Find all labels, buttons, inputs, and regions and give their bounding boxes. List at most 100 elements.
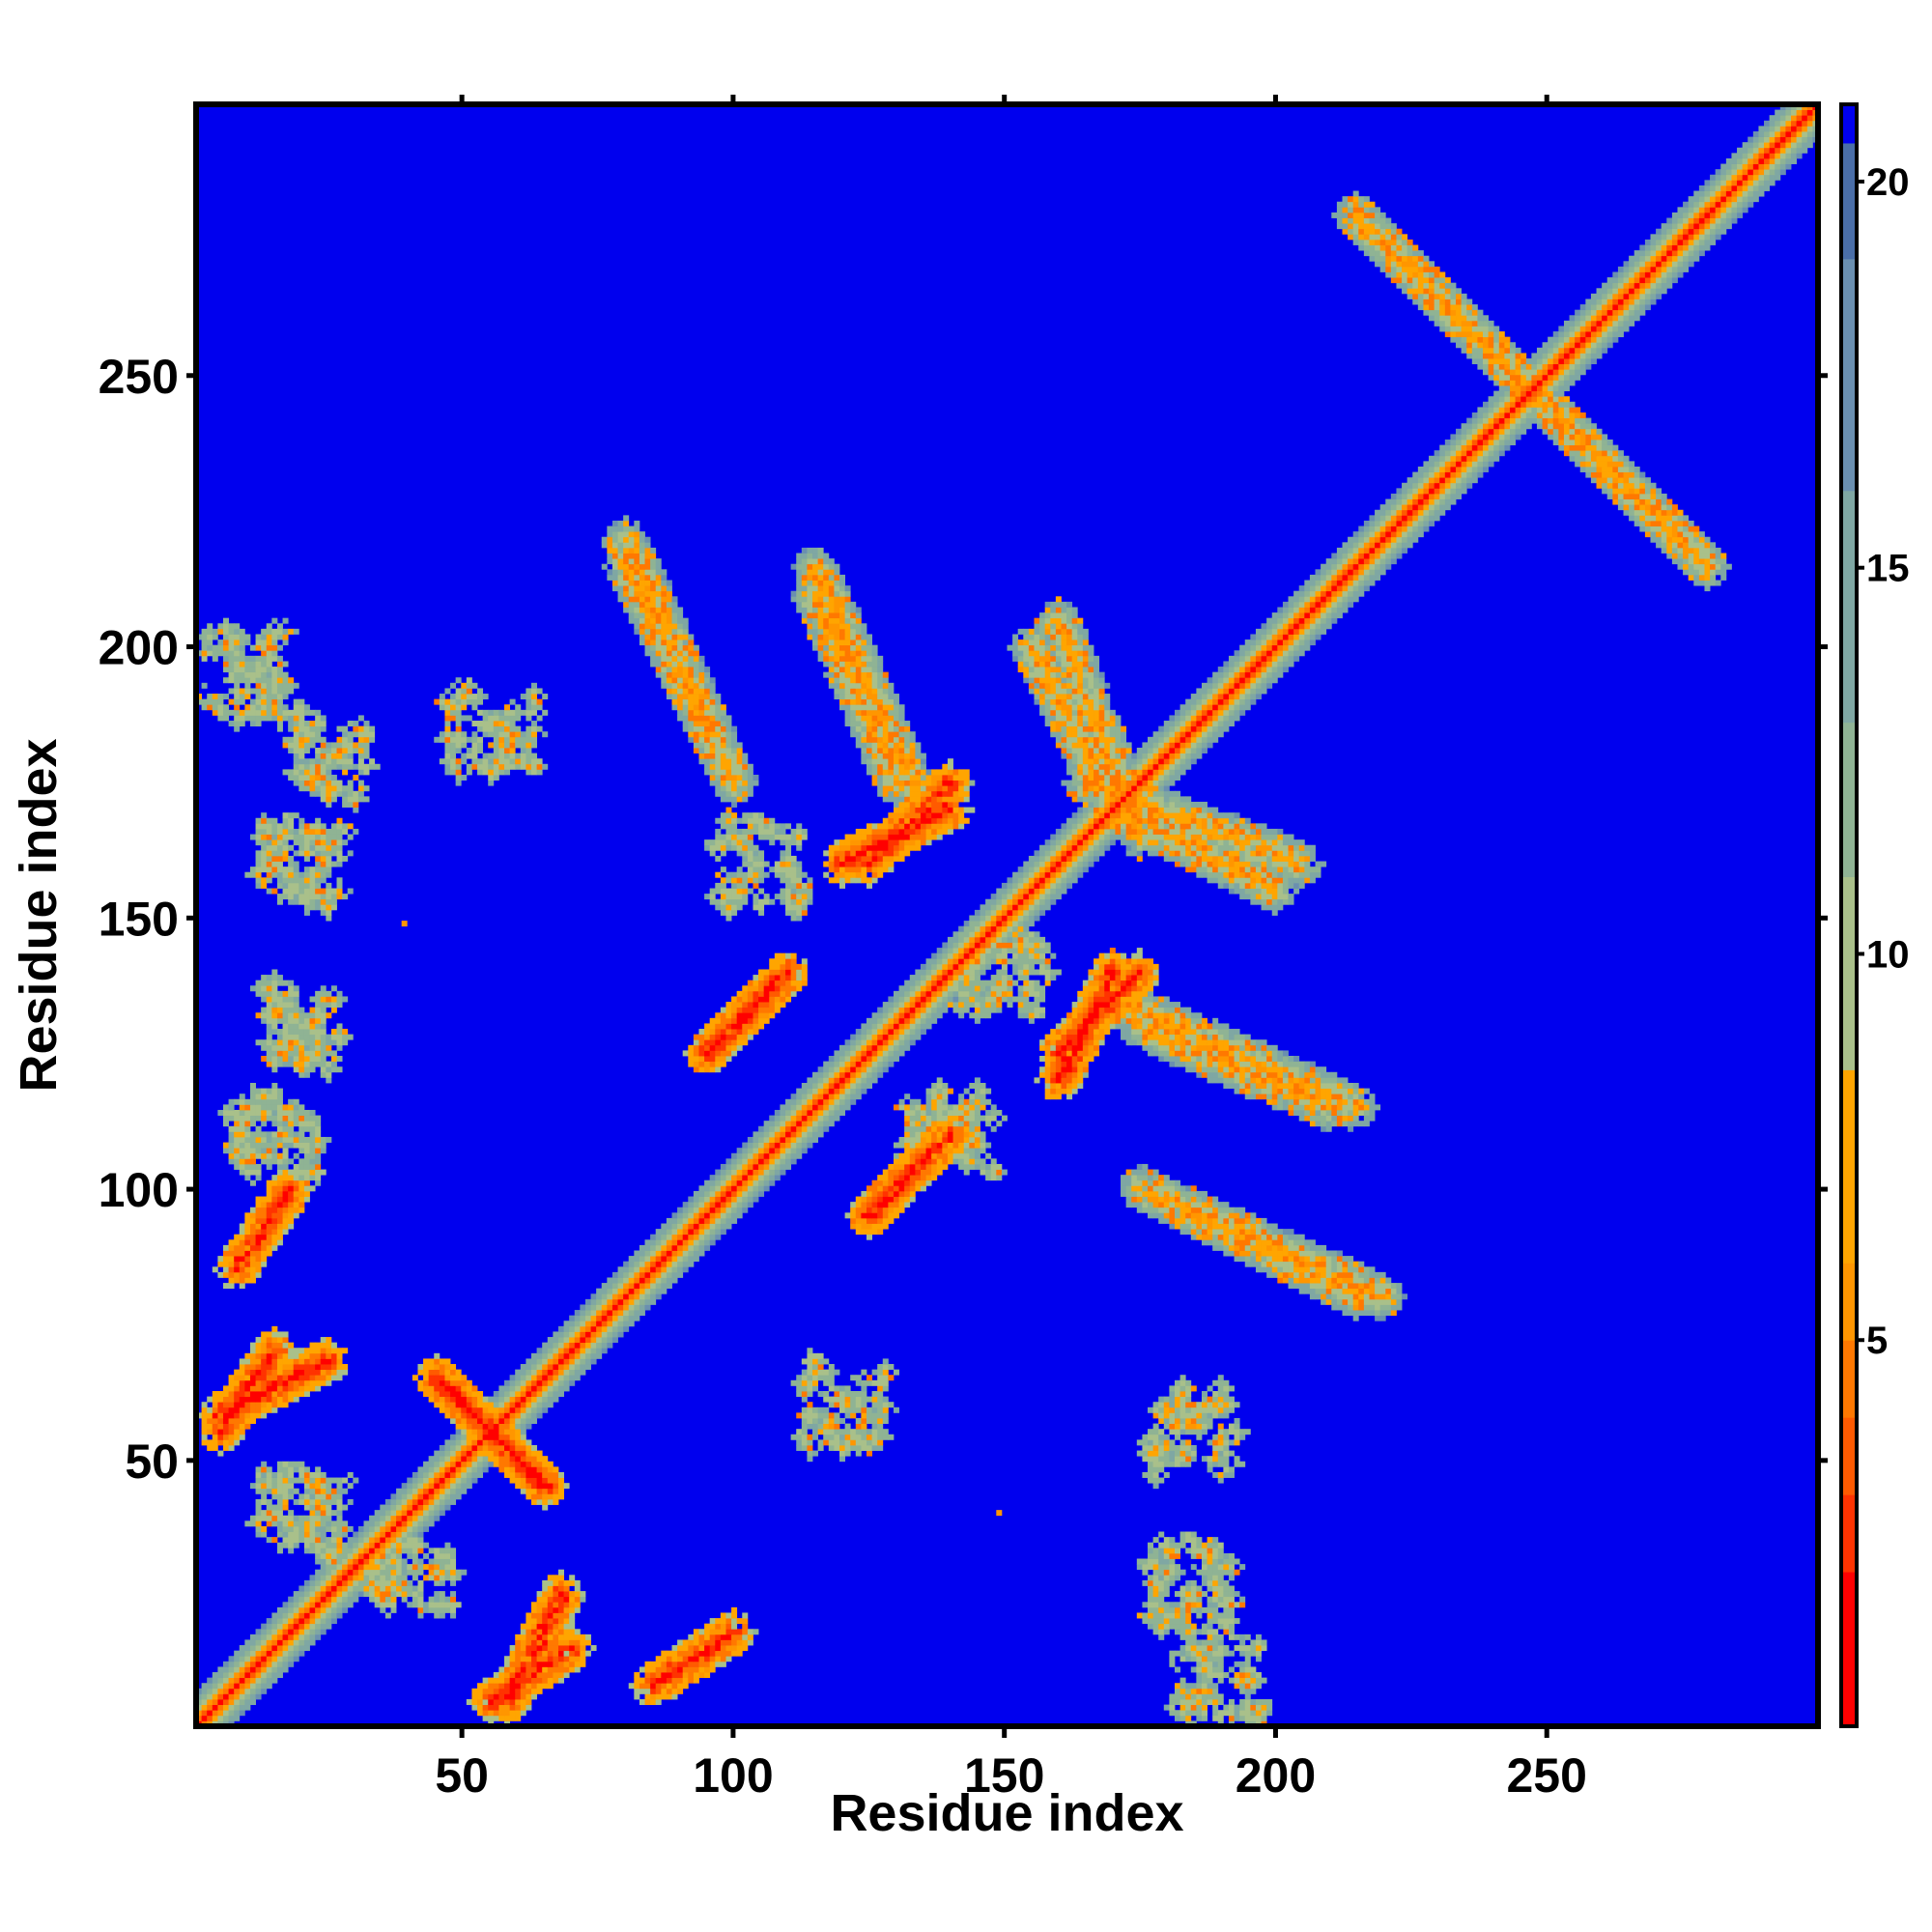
heatmap-cell bbox=[1293, 1266, 1300, 1273]
heatmap-cell bbox=[1190, 1190, 1197, 1197]
heatmap-cell bbox=[1201, 1591, 1208, 1598]
heatmap-cell bbox=[423, 1471, 430, 1478]
heatmap-cell bbox=[644, 1266, 651, 1273]
heatmap-cell bbox=[601, 1331, 608, 1338]
heatmap-cell bbox=[1321, 1298, 1327, 1305]
heatmap-cell bbox=[444, 1575, 451, 1581]
heatmap-cell bbox=[536, 1661, 543, 1667]
heatmap-cell bbox=[925, 1163, 932, 1170]
heatmap-cell bbox=[477, 1406, 484, 1413]
heatmap-cell bbox=[288, 1493, 295, 1500]
heatmap-cell bbox=[249, 1250, 256, 1257]
heatmap-cell bbox=[893, 1169, 899, 1176]
heatmap-cell bbox=[1212, 1591, 1219, 1598]
heatmap-cell bbox=[434, 1402, 440, 1408]
heatmap-cell bbox=[282, 1629, 289, 1635]
heatmap-cell bbox=[1201, 1629, 1208, 1635]
heatmap-cell bbox=[271, 1234, 278, 1240]
heatmap-cell bbox=[536, 1629, 543, 1635]
heatmap-cell bbox=[417, 1364, 424, 1371]
heatmap-cell bbox=[217, 1710, 224, 1717]
heatmap-cell bbox=[407, 1531, 413, 1538]
heatmap-cell bbox=[330, 1498, 337, 1505]
heatmap-cell bbox=[1385, 1283, 1392, 1290]
heatmap-cell bbox=[1228, 1569, 1235, 1576]
heatmap-cell bbox=[374, 1548, 381, 1554]
heatmap-cell bbox=[1255, 1699, 1262, 1706]
heatmap-cell bbox=[1261, 1256, 1267, 1263]
heatmap-cell bbox=[952, 1121, 959, 1127]
heatmap-cell bbox=[644, 1672, 651, 1679]
heatmap-cell bbox=[796, 1125, 803, 1132]
heatmap-cell bbox=[239, 1271, 245, 1278]
heatmap-cell bbox=[547, 1618, 554, 1625]
heatmap-cell bbox=[450, 1602, 457, 1608]
heatmap-cell bbox=[747, 1136, 753, 1143]
heatmap-cell bbox=[877, 1417, 884, 1424]
heatmap-cell bbox=[266, 1483, 272, 1490]
heatmap-cell bbox=[671, 1261, 678, 1267]
heatmap-cell bbox=[557, 1325, 564, 1332]
heatmap-cell bbox=[628, 1298, 635, 1305]
heatmap-cell bbox=[1196, 1704, 1203, 1711]
heatmap-cell bbox=[298, 1196, 305, 1203]
heatmap-cell bbox=[488, 1683, 495, 1690]
heatmap-cell bbox=[266, 1504, 272, 1511]
heatmap-cell bbox=[276, 1385, 283, 1392]
heatmap-cell bbox=[239, 1277, 245, 1284]
heatmap-cell bbox=[915, 1175, 922, 1181]
heatmap-cell bbox=[628, 1261, 635, 1267]
heatmap-cell bbox=[996, 1510, 1003, 1517]
heatmap-cell bbox=[326, 1569, 332, 1576]
heatmap-cell bbox=[271, 1239, 278, 1246]
heatmap-cell bbox=[390, 1606, 397, 1613]
heatmap-cell bbox=[330, 1585, 337, 1592]
heatmap-cell bbox=[434, 1364, 440, 1371]
heatmap-cell bbox=[1342, 1310, 1349, 1317]
heatmap-cell bbox=[1158, 1575, 1165, 1581]
heatmap-cell bbox=[1190, 1699, 1197, 1706]
heatmap-cell bbox=[520, 1710, 526, 1717]
heatmap-cell bbox=[515, 1396, 522, 1403]
heatmap-cell bbox=[607, 1325, 613, 1332]
heatmap-cell bbox=[666, 1223, 672, 1230]
heatmap-cell bbox=[239, 1391, 245, 1398]
heatmap-cell bbox=[498, 1412, 505, 1419]
heatmap-cell bbox=[536, 1612, 543, 1619]
heatmap-cell bbox=[417, 1515, 424, 1521]
heatmap-cell bbox=[1342, 1115, 1349, 1122]
heatmap-cell bbox=[390, 1585, 397, 1592]
heatmap-cell bbox=[1358, 1261, 1365, 1267]
heatmap-cell bbox=[563, 1337, 570, 1344]
heatmap-cell bbox=[315, 1504, 322, 1511]
heatmap-cell bbox=[898, 1142, 905, 1149]
heatmap-cell bbox=[498, 1444, 505, 1451]
heatmap-cell bbox=[904, 1121, 911, 1127]
heatmap-cell bbox=[222, 1391, 229, 1398]
heatmap-cell bbox=[1196, 1190, 1203, 1197]
heatmap-cell bbox=[536, 1623, 543, 1630]
heatmap-cell bbox=[693, 1666, 699, 1673]
heatmap-cell bbox=[1358, 1266, 1365, 1273]
heatmap-cell bbox=[580, 1596, 586, 1603]
heatmap-cell bbox=[547, 1656, 554, 1662]
heatmap-cell bbox=[315, 1629, 322, 1635]
heatmap-cell bbox=[493, 1461, 499, 1467]
heatmap-cell bbox=[1158, 1466, 1165, 1473]
heatmap-cell bbox=[493, 1683, 499, 1690]
heatmap-cell bbox=[288, 1612, 295, 1619]
heatmap-cell bbox=[801, 1391, 808, 1398]
heatmap-cell bbox=[888, 1207, 895, 1213]
heatmap-cell bbox=[828, 1402, 835, 1408]
heatmap-cell bbox=[584, 1304, 591, 1311]
heatmap-cell bbox=[644, 1261, 651, 1267]
heatmap-cell bbox=[596, 1352, 603, 1359]
heatmap-cell bbox=[1152, 1564, 1159, 1571]
heatmap-cell bbox=[1175, 1212, 1180, 1219]
heatmap-cell bbox=[266, 1217, 272, 1224]
heatmap-cell bbox=[812, 1412, 819, 1419]
heatmap-cell bbox=[423, 1461, 430, 1467]
heatmap-cell bbox=[276, 1202, 283, 1208]
heatmap-cell bbox=[515, 1391, 522, 1398]
heatmap-cell bbox=[504, 1461, 511, 1467]
